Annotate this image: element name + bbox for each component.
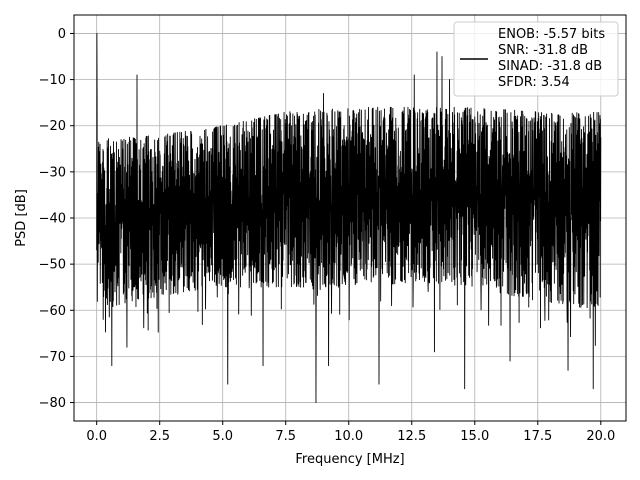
x-tick-label: 15.0 bbox=[460, 429, 489, 444]
y-tick-label: −10 bbox=[39, 73, 66, 88]
y-tick-label: −40 bbox=[39, 212, 66, 227]
y-axis-label: PSD [dB] bbox=[14, 189, 29, 247]
plot-area bbox=[96, 33, 602, 403]
x-tick-label: 10.0 bbox=[334, 429, 363, 444]
x-axis: 0.0 2.5 5.0 7.5 10.0 12.5 15.0 17.5 20.0 bbox=[86, 421, 615, 444]
y-tick-label: −50 bbox=[39, 258, 66, 273]
legend: ENOB: -5.57 bits SNR: -31.8 dB SINAD: -3… bbox=[453, 21, 619, 97]
x-tick-label: 5.0 bbox=[212, 429, 233, 444]
legend-enob: ENOB: -5.57 bits bbox=[498, 27, 605, 42]
x-tick-label: 12.5 bbox=[397, 429, 426, 444]
legend-sinad: SINAD: -31.8 dB bbox=[498, 59, 602, 74]
x-axis-label: Frequency [MHz] bbox=[295, 452, 404, 467]
legend-sfdr: SFDR: 3.54 bbox=[498, 75, 570, 90]
x-tick-label: 7.5 bbox=[275, 429, 296, 444]
legend-snr: SNR: -31.8 dB bbox=[498, 43, 588, 58]
y-axis: 0 −10 −20 −30 −40 −50 −60 −70 −80 bbox=[39, 27, 74, 411]
y-tick-label: −80 bbox=[39, 396, 66, 411]
x-tick-label: 0.0 bbox=[86, 429, 107, 444]
y-tick-label: 0 bbox=[58, 27, 66, 42]
x-tick-label: 20.0 bbox=[586, 429, 615, 444]
legend-box bbox=[453, 21, 619, 97]
x-tick-label: 2.5 bbox=[149, 429, 170, 444]
y-tick-label: −60 bbox=[39, 304, 66, 319]
x-tick-label: 17.5 bbox=[523, 429, 552, 444]
y-tick-label: −70 bbox=[39, 350, 66, 365]
y-tick-label: −20 bbox=[39, 119, 66, 134]
psd-series-line bbox=[96, 33, 602, 403]
y-tick-label: −30 bbox=[39, 165, 66, 180]
